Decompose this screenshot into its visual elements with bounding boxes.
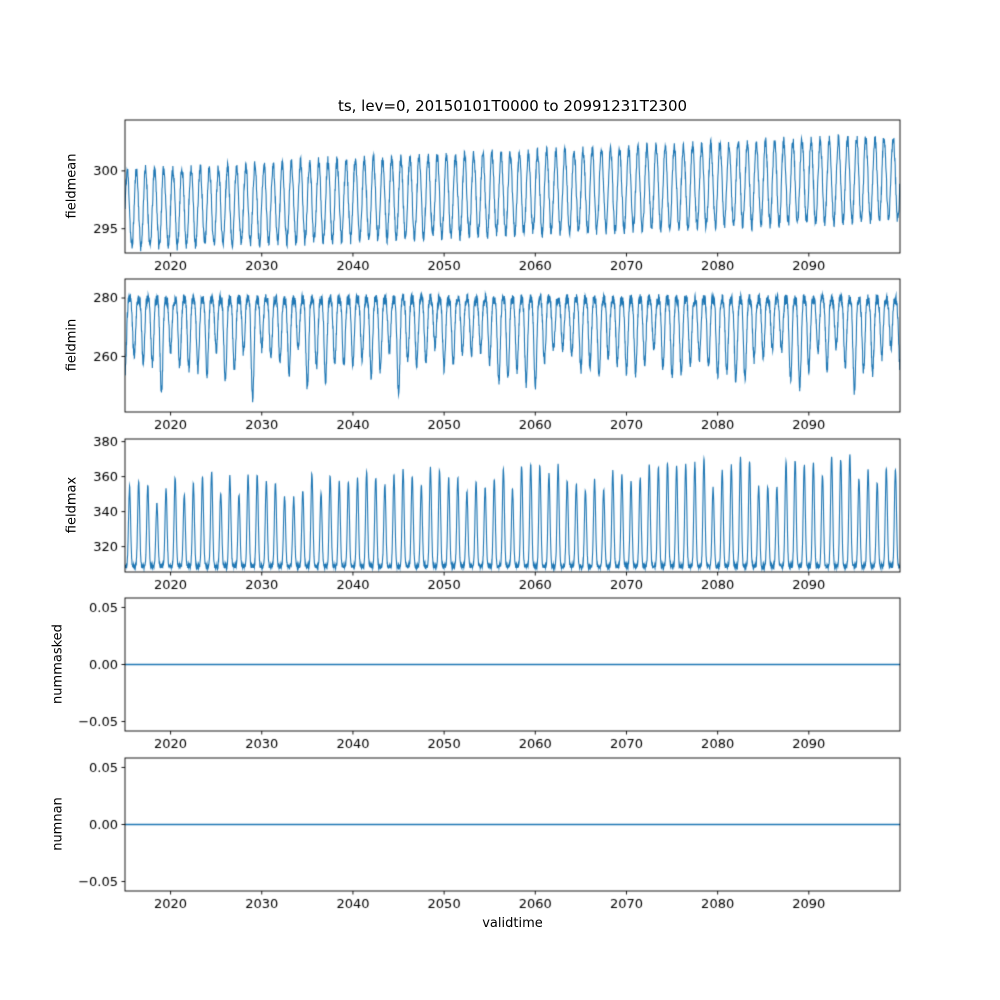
ylabel-fieldmean: fieldmean	[64, 153, 80, 219]
xlabel-validtime: validtime	[482, 916, 543, 931]
ylabel-fieldmax: fieldmax	[64, 476, 80, 534]
ylabel-numnan: numnan	[50, 797, 66, 851]
ylabel-nummasked: nummasked	[50, 624, 66, 704]
ylabel-fieldmin: fieldmin	[64, 318, 80, 372]
plot-title: ts, lev=0, 20150101T0000 to 20991231T230…	[337, 97, 688, 115]
